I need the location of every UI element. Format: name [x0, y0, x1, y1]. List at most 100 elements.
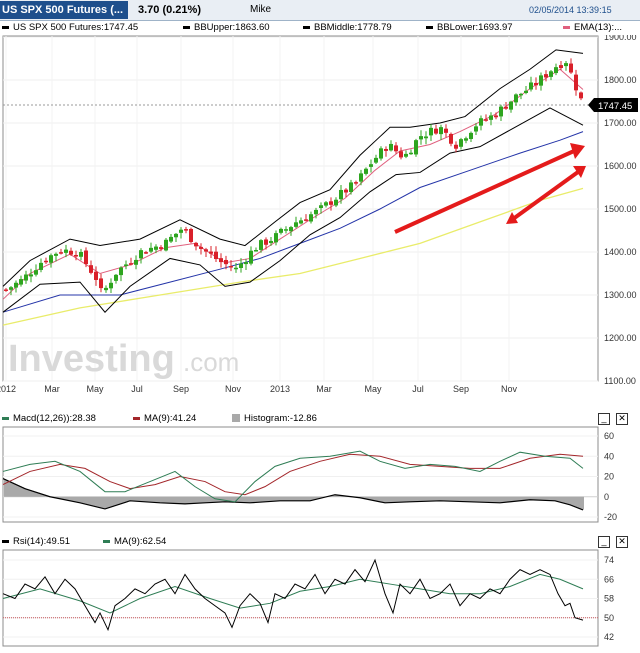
candle-body [19, 279, 23, 285]
legend-bb-lower-swatch [426, 25, 433, 29]
histogram-bar [466, 496, 468, 502]
candle-body [384, 148, 388, 151]
histogram-bar [192, 496, 194, 504]
histogram-bar [336, 494, 338, 497]
histogram-bar [380, 496, 382, 502]
candle-body [514, 94, 518, 103]
histogram-bar [252, 496, 254, 503]
trend-arrow-head [506, 212, 518, 224]
histogram-bar [140, 496, 142, 502]
histogram-bar [114, 496, 116, 506]
candle-body [249, 250, 253, 264]
candle-body [134, 259, 138, 265]
candle-body [439, 127, 443, 135]
histogram-bar [12, 482, 14, 497]
histogram-bar [516, 496, 518, 502]
histogram-bar [372, 496, 374, 501]
histogram-bar [36, 492, 38, 497]
legend-bb-middle-swatch [303, 25, 310, 29]
histogram-bar [230, 496, 232, 503]
histogram-bar [542, 496, 544, 501]
histogram-bar [540, 496, 542, 501]
legend-macd-swatch [2, 416, 9, 420]
histogram-bar [580, 496, 582, 509]
histogram-bar [68, 496, 70, 501]
macd-tick-label: 40 [604, 451, 614, 461]
histogram-bar [58, 496, 60, 499]
macd-minimize-button[interactable]: _ [598, 413, 610, 425]
histogram-bar [176, 496, 178, 504]
rsi-tick-label: 58 [604, 594, 614, 604]
candle-body [304, 219, 308, 221]
histogram-bar [98, 496, 100, 508]
candle-body [64, 249, 68, 253]
candle-body [519, 93, 523, 96]
histogram-bar [484, 496, 486, 503]
candle-body [354, 182, 358, 184]
candle-body [199, 246, 203, 249]
candle-body [434, 128, 438, 134]
rsi-minimize-button[interactable]: _ [598, 536, 610, 548]
histogram-bar [246, 496, 248, 503]
candle-body [539, 75, 543, 86]
time-tick-label: Nov [501, 384, 518, 394]
histogram-bar [424, 496, 426, 502]
histogram-bar [502, 496, 504, 503]
bb-lower-line [2, 107, 584, 313]
histogram-bar [104, 496, 106, 509]
histogram-bar [332, 495, 334, 497]
instrument-tab[interactable]: US SPX 500 Futures (... [0, 1, 128, 19]
legend-bb-lower-label: BBLower:1693.97 [437, 22, 513, 33]
histogram-bar [86, 496, 88, 505]
histogram-bar [464, 496, 466, 502]
histogram-line [2, 477, 584, 511]
legend-histogram: Histogram:-12.86 [232, 412, 317, 426]
histogram-bar [84, 496, 86, 504]
histogram-bar [414, 496, 416, 502]
histogram-bar [264, 496, 266, 502]
last-price-tag: 1747.45 [588, 98, 638, 112]
histogram-bar [150, 496, 152, 503]
histogram-bar [22, 487, 24, 497]
histogram-bar [400, 496, 402, 503]
candle-body [149, 247, 153, 252]
candle-body [84, 250, 88, 265]
candle-body [154, 246, 158, 250]
legend-rsi: Rsi(14):49.51 [2, 535, 70, 549]
price-tick-label: 1100.00 [604, 376, 636, 386]
histogram-bar [20, 486, 22, 497]
histogram-bar [456, 496, 458, 502]
candle-body [9, 287, 13, 290]
histogram-bar [388, 496, 390, 503]
macd-tick-label: 60 [604, 431, 614, 441]
histogram-bar [180, 496, 182, 504]
histogram-bar [212, 496, 214, 503]
histogram-bar [42, 494, 44, 497]
candle-body [484, 119, 488, 121]
histogram-bar [16, 484, 18, 497]
candle-body [69, 250, 73, 255]
candle-body [29, 274, 33, 277]
histogram-bar [38, 492, 40, 497]
legend-ema-label: EMA(13):... [574, 22, 623, 33]
histogram-bar [450, 496, 452, 502]
histogram-bar [44, 494, 46, 497]
candle-body [359, 173, 363, 182]
rsi-close-button[interactable]: ✕ [616, 536, 628, 548]
candle-body [499, 106, 503, 117]
histogram-bar [472, 496, 474, 502]
histogram-bar [308, 496, 310, 501]
histogram-bar [500, 496, 502, 503]
histogram-bar [296, 496, 298, 501]
time-tick-label: Jul [131, 384, 143, 394]
time-tick-label: Mar [44, 384, 60, 394]
histogram-bar [154, 496, 156, 503]
candle-body [404, 153, 408, 157]
histogram-bar [88, 496, 90, 505]
macd-axis: 60 40 20 0 -20 [604, 431, 617, 522]
histogram-bar [226, 496, 228, 502]
histogram-bar [204, 496, 206, 503]
histogram-bar [406, 496, 408, 502]
candle-body [164, 239, 168, 251]
macd-close-button[interactable]: ✕ [616, 413, 628, 425]
